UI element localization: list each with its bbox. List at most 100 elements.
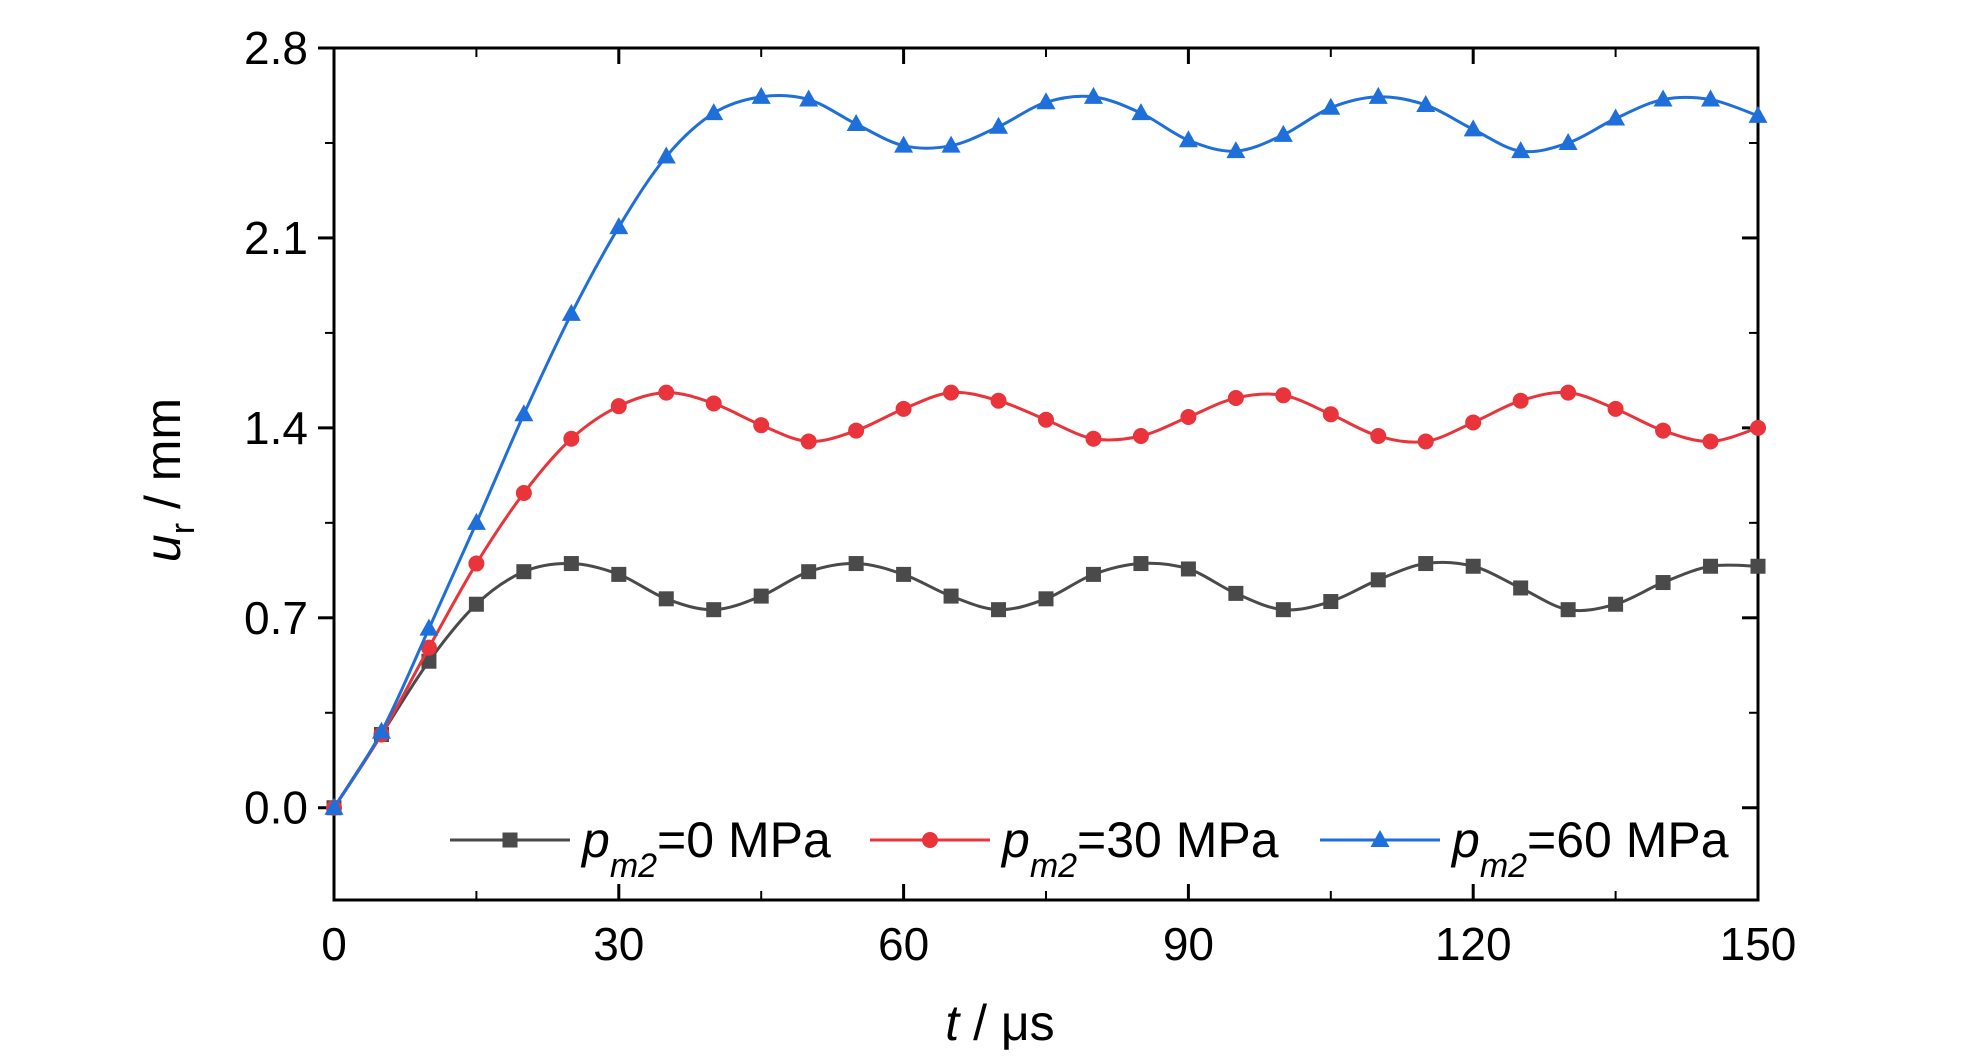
data-point [1465, 558, 1481, 574]
legend-label-subscript: m2 [1480, 847, 1527, 885]
data-point [1038, 411, 1054, 428]
data-point [799, 89, 819, 107]
legend-marker [922, 832, 938, 848]
x-axis-title: t / μs [945, 995, 1054, 1051]
data-point [1702, 433, 1719, 450]
y-tick-label: 1.4 [244, 402, 308, 454]
data-point [609, 217, 629, 235]
data-point [1368, 86, 1388, 104]
data-point [846, 113, 866, 131]
legend-label-variable: p [1450, 812, 1480, 868]
series-square [326, 556, 1766, 816]
data-point [1370, 428, 1387, 445]
y-tick-label: 0.7 [244, 592, 308, 644]
y-axis-variable: u [135, 534, 191, 562]
legend-label: pm2=60 MPa [1450, 812, 1729, 885]
data-point [514, 404, 534, 422]
data-point [800, 433, 817, 450]
data-point [1275, 387, 1292, 404]
data-point [1653, 89, 1673, 107]
plot-frame [332, 46, 1760, 902]
y-tick-label: 2.8 [244, 22, 308, 74]
data-point [941, 135, 961, 153]
data-point [1655, 422, 1672, 439]
data-point [1417, 433, 1434, 450]
legend-label-subscript: m2 [1030, 847, 1077, 885]
legend-label-variable: p [580, 812, 610, 868]
series-circle [326, 384, 1766, 816]
data-point [1133, 556, 1149, 572]
data-point [1131, 103, 1151, 121]
data-point [990, 392, 1007, 409]
x-tick-label: 90 [1163, 918, 1214, 970]
data-point [896, 566, 912, 582]
data-point [753, 588, 769, 604]
data-point [991, 602, 1007, 618]
series-line [332, 94, 1759, 809]
data-point [1085, 430, 1102, 447]
data-point [563, 556, 579, 572]
data-point [895, 400, 912, 417]
data-point [1560, 384, 1577, 401]
data-point [705, 395, 722, 412]
data-point [563, 430, 580, 447]
x-tick-label: 150 [1720, 918, 1797, 970]
data-point [943, 384, 960, 401]
x-axis-unit: / μs [959, 995, 1054, 1051]
data-point [1227, 390, 1244, 407]
data-point [1370, 572, 1386, 588]
data-point [1178, 130, 1198, 148]
data-point [1323, 594, 1339, 610]
data-point [1750, 558, 1766, 574]
legend-item: pm2=0 MPa [450, 812, 831, 885]
data-point [466, 512, 486, 530]
data-point [989, 116, 1009, 134]
data-point [1511, 141, 1531, 159]
x-tick-label: 0 [321, 918, 347, 970]
data-point [371, 721, 391, 739]
legend-marker [502, 832, 518, 848]
y-axis-unit: / mm [135, 398, 191, 523]
data-point [1703, 558, 1719, 574]
data-point [1180, 409, 1197, 426]
data-point [1465, 414, 1482, 431]
legend-label-value: =30 MPa [1077, 812, 1279, 868]
data-point [420, 639, 437, 656]
data-point [1512, 392, 1529, 409]
legend-label-variable: p [1000, 812, 1030, 868]
data-point [1607, 400, 1624, 417]
data-point [704, 103, 724, 121]
data-point [1085, 566, 1101, 582]
data-point [894, 135, 914, 153]
data-point [943, 588, 959, 604]
data-point [468, 596, 484, 612]
data-point [848, 422, 865, 439]
y-axis-title: ur / mm [135, 398, 202, 562]
data-point [1038, 591, 1054, 607]
data-point [753, 417, 770, 434]
data-point [1228, 585, 1244, 601]
data-point [1560, 602, 1576, 618]
x-tick-label: 30 [593, 918, 644, 970]
data-point [656, 146, 676, 164]
data-point [1513, 580, 1529, 596]
y-tick-label: 0.0 [244, 782, 308, 834]
data-point [1655, 575, 1671, 591]
data-point [610, 398, 627, 415]
data-point [1132, 428, 1149, 445]
data-point [1608, 596, 1624, 612]
data-point [468, 555, 485, 572]
data-point [1083, 86, 1103, 104]
data-point [1606, 108, 1626, 126]
data-point [1226, 141, 1246, 159]
legend-item: pm2=30 MPa [870, 812, 1279, 885]
data-point [561, 303, 581, 321]
data-point [1748, 105, 1768, 123]
legend: pm2=0 MPa pm2=30 MPa pm2=60 MPa [450, 812, 1729, 885]
series-layer [324, 86, 1768, 816]
series-triangle [324, 86, 1768, 815]
y-axis-subscript: r [164, 523, 202, 534]
data-point [1180, 561, 1196, 577]
axis-ticks [318, 46, 1760, 900]
